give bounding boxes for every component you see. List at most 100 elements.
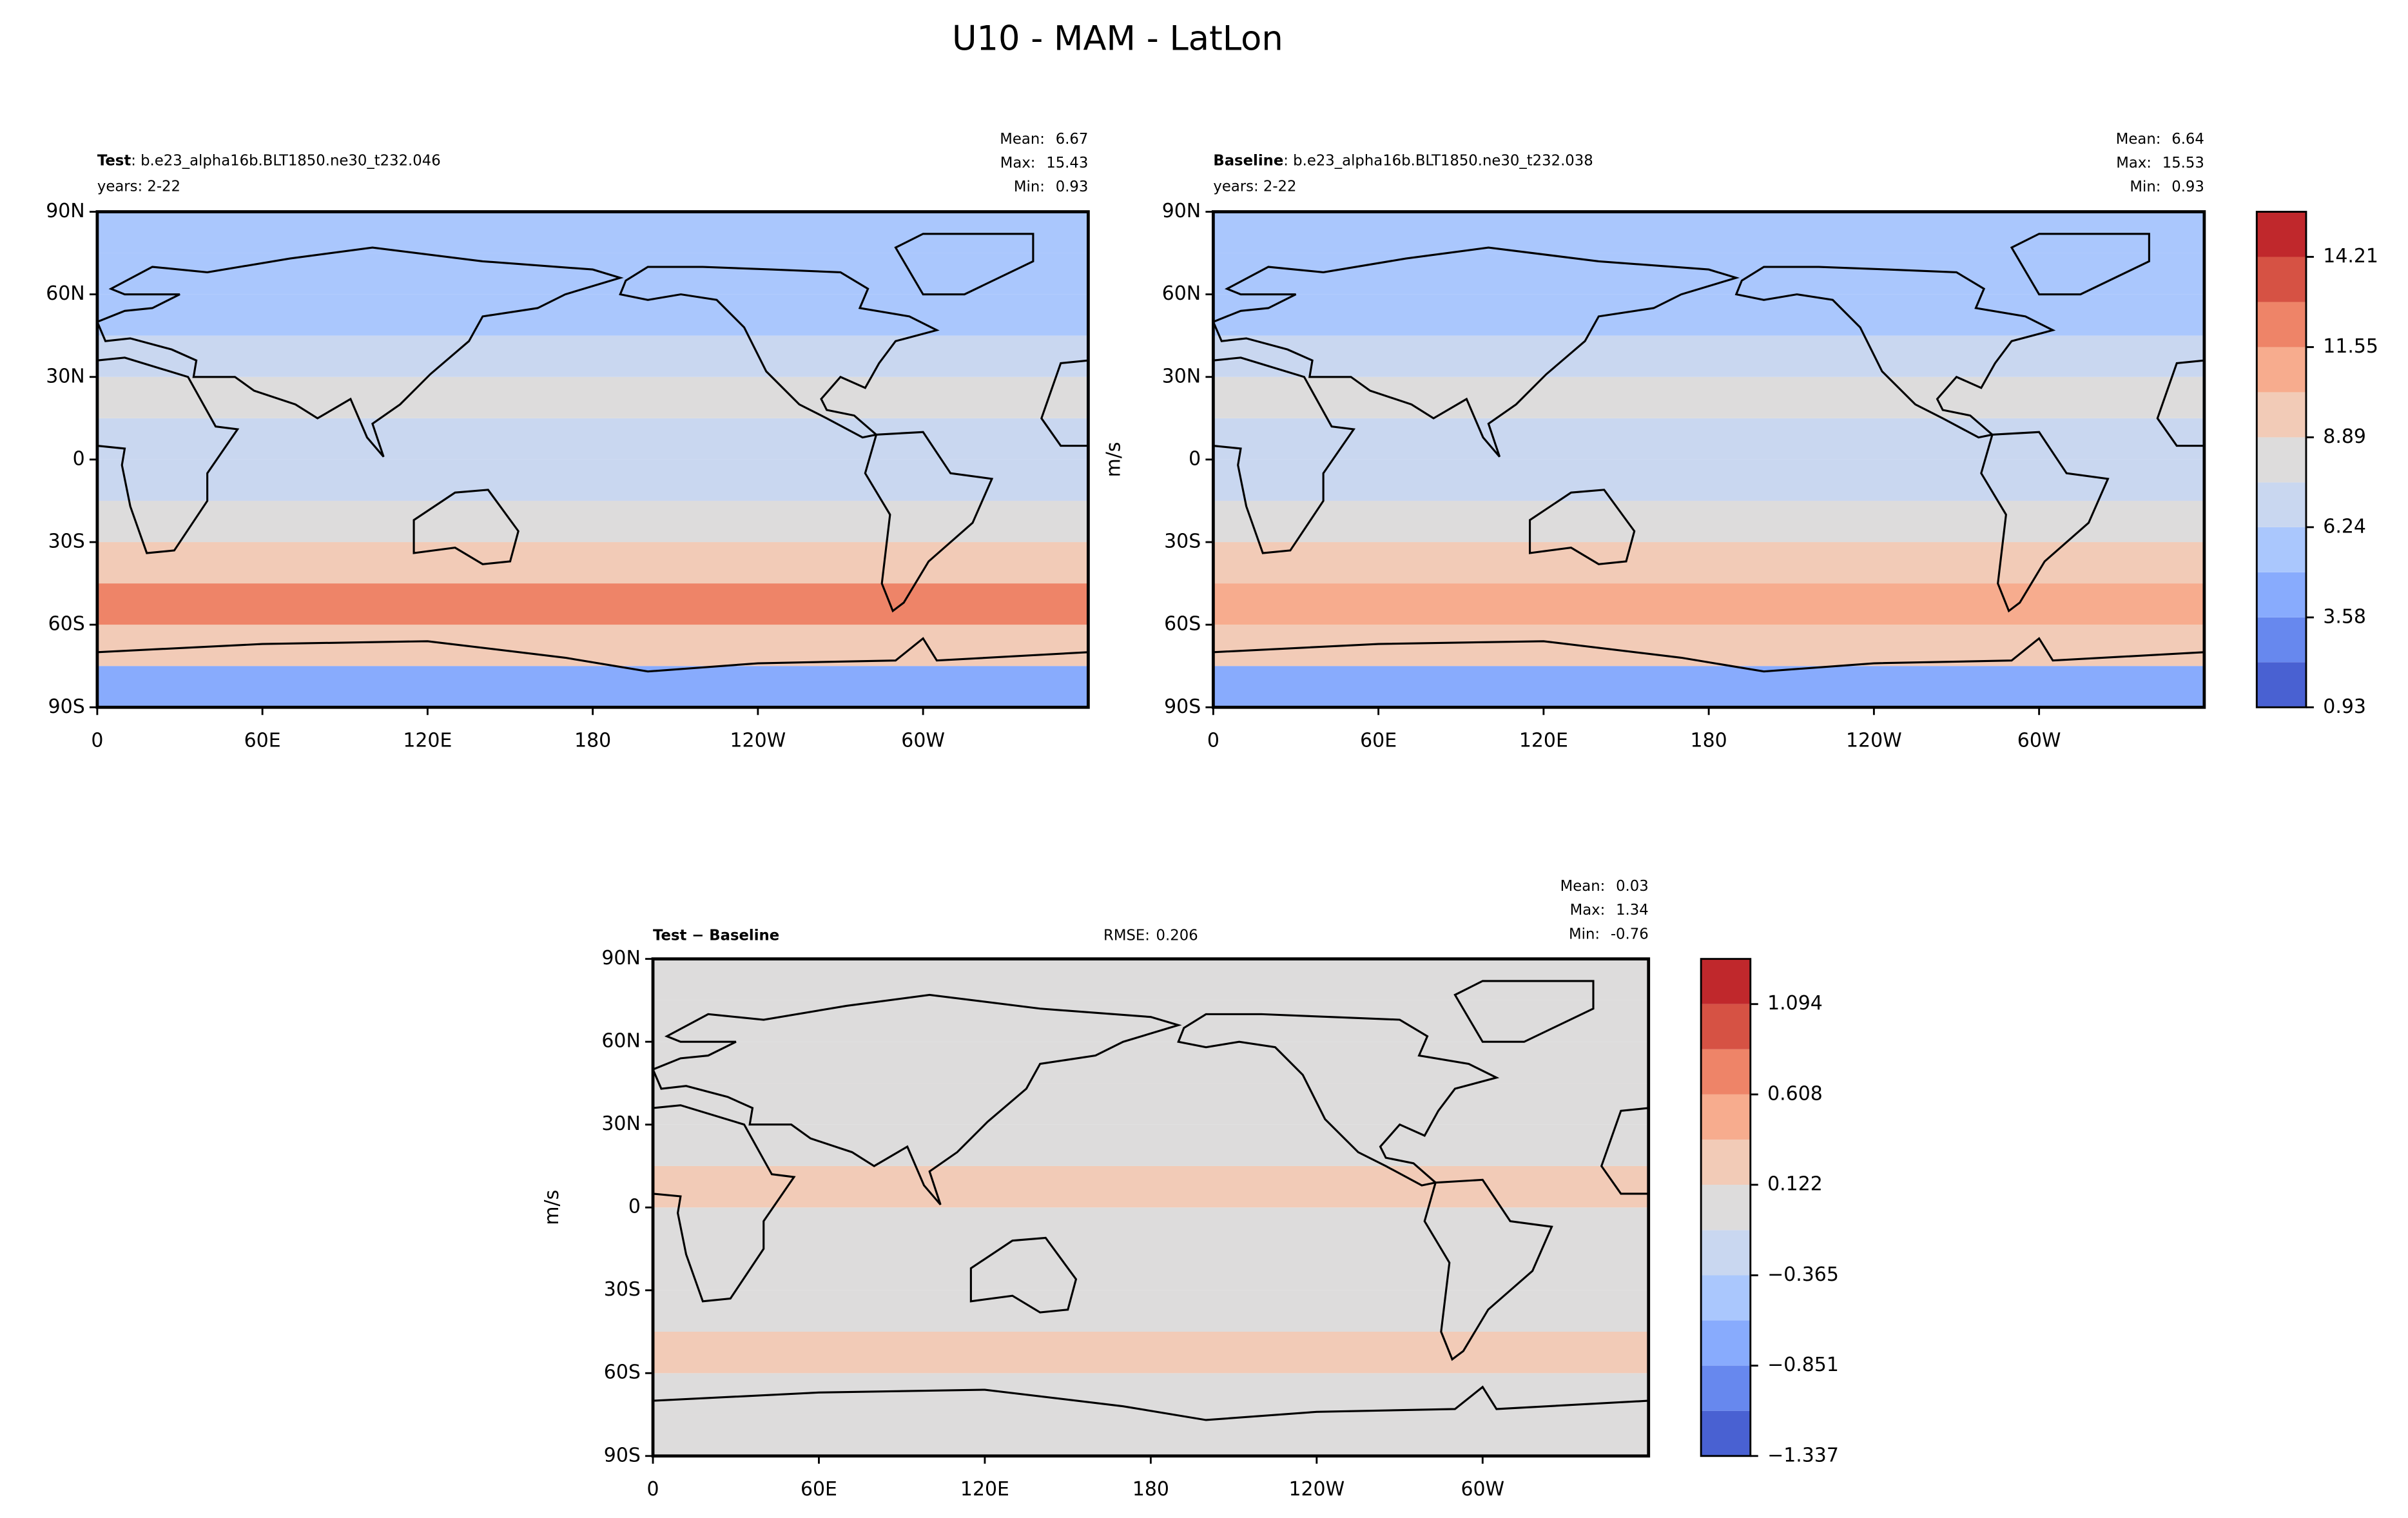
stat-label: Max:: [2116, 155, 2151, 171]
field-band: [653, 1290, 1649, 1332]
colorbar-tick-label: −1.337: [1767, 1444, 1839, 1466]
colorbar-frame: [1700, 958, 1752, 1457]
colorbar-box: [1701, 1004, 1751, 1049]
colorbar-tick-label: 14.21: [2323, 245, 2378, 268]
x-tick-label: 60E: [1360, 729, 1397, 752]
field-band: [1213, 625, 2204, 667]
rmse: RMSE: 0.206: [1103, 927, 1198, 944]
stat-label: Mean:: [1000, 130, 1045, 147]
y-tick-label: 30S: [1164, 530, 1201, 553]
field-band: [97, 253, 1089, 295]
coastline: [1212, 356, 1356, 554]
stat: Mean: 6.67: [1000, 130, 1088, 147]
stat-value: -0.76: [1611, 926, 1649, 942]
field-band: [97, 542, 1089, 584]
stat-label: Mean:: [1560, 878, 1606, 895]
colorbar-box: [1701, 1049, 1751, 1095]
x-tick-label: 60E: [801, 1478, 837, 1501]
panel-title: Baseline: b.e23_alpha16b.BLT1850.ne30_t2…: [1213, 152, 1593, 169]
y-tick-label: 60S: [604, 1361, 641, 1384]
x-tick-label: 180: [1132, 1478, 1169, 1501]
coastline: [2010, 233, 2150, 296]
y-tick-label: 90N: [46, 200, 84, 222]
case-label: Baseline: [1213, 152, 1283, 169]
field-band: [1213, 666, 2204, 708]
y-tick-label: 0: [1189, 447, 1201, 470]
panel-title: Test: b.e23_alpha16b.BLT1850.ne30_t232.0…: [97, 152, 441, 169]
y-tick-label: 90N: [601, 947, 640, 969]
colorbar-box: [1701, 1139, 1751, 1185]
colorbar-box: [1701, 1365, 1751, 1411]
stat-label: Max:: [1570, 902, 1606, 919]
colorbar-box: [1701, 1410, 1751, 1456]
x-tick-label: 120W: [1846, 729, 1902, 752]
stat-value: 1.34: [1616, 902, 1649, 919]
field-band: [1213, 294, 2204, 336]
stat-value: 15.53: [2162, 155, 2204, 171]
stat: Mean: 6.64: [2116, 130, 2204, 147]
coastline: [864, 431, 994, 613]
x-tick-label: 60W: [1461, 1478, 1504, 1501]
field-band: [653, 1249, 1649, 1290]
field-band: [97, 459, 1089, 501]
colorbar-box: [1701, 1094, 1751, 1140]
coastline: [1453, 980, 1595, 1043]
y-tick-label: 30N: [1162, 365, 1201, 387]
field-band: [653, 1124, 1649, 1166]
case-name: : b.e23_alpha16b.BLT1850.ne30_t232.038: [1283, 152, 1593, 169]
y-tick-label: 90S: [604, 1444, 641, 1466]
y-axis-label: m/s: [541, 1190, 563, 1225]
field-band: [1213, 418, 2204, 460]
colorbar-box: [1701, 1185, 1751, 1231]
colorbar-box: [2257, 662, 2306, 708]
y-tick-label: 30S: [48, 530, 85, 553]
y-axis-label: m/s: [1103, 442, 1125, 477]
x-tick-label: 120E: [1519, 729, 1568, 752]
y-tick-label: 30N: [601, 1113, 640, 1135]
colorbar-box: [2257, 572, 2306, 618]
colorbar-tick-label: −0.365: [1767, 1263, 1839, 1286]
colorbar-box: [2257, 302, 2306, 347]
stat: Min: -0.76: [1569, 926, 1649, 942]
case-name: : b.e23_alpha16b.BLT1850.ne30_t232.046: [131, 152, 440, 169]
x-tick-label: 60W: [2017, 729, 2061, 752]
colorbar-box: [2257, 211, 2306, 257]
y-tick-label: 60S: [1164, 613, 1201, 636]
field-band: [653, 1042, 1649, 1084]
x-tick-label: 180: [1691, 729, 1727, 752]
x-tick-label: 120W: [1288, 1478, 1345, 1501]
colorbar-box: [2257, 347, 2306, 393]
field-band: [653, 1414, 1649, 1456]
figure-title: U10 - MAM - LatLon: [952, 19, 1283, 58]
colorbar-box: [1701, 1275, 1751, 1321]
colorbar-frame: [2255, 211, 2307, 708]
colorbar-box: [2257, 617, 2306, 663]
coastline: [652, 1104, 796, 1303]
field-band: [97, 211, 1089, 253]
y-tick-label: 0: [628, 1196, 641, 1218]
stat: Min: 0.93: [1014, 179, 1088, 195]
colorbar-tick-label: 11.55: [2323, 335, 2378, 358]
colorbar-box: [2257, 437, 2306, 483]
field-band: [1213, 335, 2204, 377]
colorbar-tick-label: 6.24: [2323, 515, 2366, 538]
x-tick-label: 0: [647, 1478, 659, 1501]
stat-value: 6.64: [2171, 130, 2204, 147]
field-band: [1213, 211, 2204, 253]
field-band: [1213, 376, 2204, 418]
field-band: [653, 1207, 1649, 1249]
coastline: [1177, 1013, 1500, 1187]
field-band: [97, 666, 1089, 708]
field-band: [653, 958, 1649, 1000]
field-band: [653, 1083, 1649, 1125]
colorbar-box: [1701, 1320, 1751, 1366]
stat-value: 15.43: [1046, 155, 1088, 171]
coastline: [1734, 266, 2056, 439]
x-tick-label: 120E: [960, 1478, 1009, 1501]
field-band: [97, 376, 1089, 418]
coastline: [894, 233, 1034, 296]
field-band: [1213, 253, 2204, 295]
y-tick-label: 60N: [46, 282, 84, 305]
x-tick-label: 60E: [244, 729, 281, 752]
